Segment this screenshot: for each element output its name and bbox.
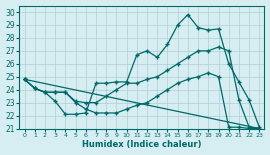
X-axis label: Humidex (Indice chaleur): Humidex (Indice chaleur) bbox=[82, 140, 202, 149]
